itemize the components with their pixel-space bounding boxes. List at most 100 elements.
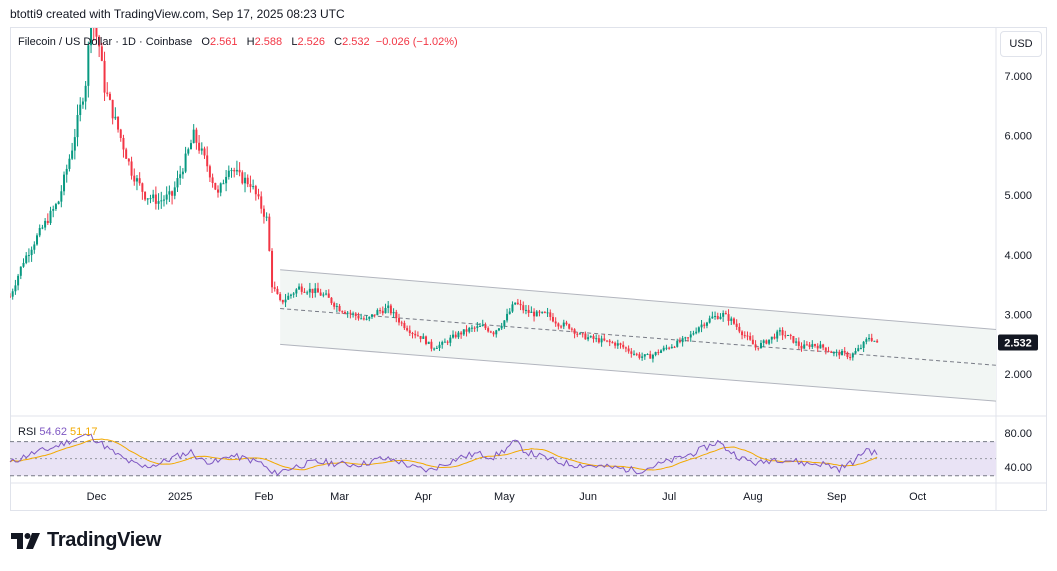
candle[interactable] [857, 344, 860, 352]
candle[interactable] [581, 332, 584, 338]
candle[interactable] [449, 334, 452, 347]
candle[interactable] [589, 335, 592, 339]
candle[interactable] [870, 333, 873, 343]
channel-upper-line[interactable] [280, 269, 997, 330]
candle[interactable] [592, 334, 595, 343]
candle[interactable] [352, 311, 355, 318]
candle[interactable] [227, 165, 230, 180]
candle[interactable] [751, 335, 754, 345]
rsi-ma-line[interactable] [9, 438, 878, 471]
candle[interactable] [71, 142, 74, 161]
candle[interactable] [460, 331, 463, 339]
candle[interactable] [338, 303, 341, 312]
candle[interactable] [578, 332, 581, 335]
candle[interactable] [162, 195, 165, 207]
candle[interactable] [157, 193, 160, 210]
candle[interactable] [595, 334, 598, 343]
candle[interactable] [365, 315, 368, 321]
candle[interactable] [541, 311, 544, 314]
candle[interactable] [60, 185, 63, 208]
candle[interactable] [692, 330, 695, 336]
candle[interactable] [252, 179, 255, 190]
candle[interactable] [349, 309, 352, 319]
candle[interactable] [335, 302, 338, 313]
candle[interactable] [838, 349, 841, 359]
candle[interactable] [714, 311, 717, 320]
candle[interactable] [362, 316, 365, 321]
candle[interactable] [622, 341, 625, 350]
candle[interactable] [397, 313, 400, 326]
candle[interactable] [95, 15, 98, 45]
candle[interactable] [93, 23, 95, 41]
candle[interactable] [560, 324, 563, 329]
candle[interactable] [538, 309, 541, 317]
candle[interactable] [403, 320, 406, 331]
candle[interactable] [784, 330, 787, 339]
candle[interactable] [133, 168, 136, 186]
candle[interactable] [522, 301, 525, 314]
candle[interactable] [738, 323, 741, 334]
candle[interactable] [827, 346, 830, 353]
candle[interactable] [808, 342, 811, 350]
candle[interactable] [500, 322, 503, 330]
candle[interactable] [222, 179, 225, 185]
candle[interactable] [327, 289, 330, 298]
candle[interactable] [287, 292, 290, 300]
candle[interactable] [206, 146, 209, 172]
candle[interactable] [678, 337, 681, 344]
candle[interactable] [271, 248, 274, 294]
candle[interactable] [606, 340, 609, 343]
candle[interactable] [781, 327, 784, 341]
candle[interactable] [138, 172, 141, 186]
candle[interactable] [41, 224, 44, 230]
candle[interactable] [759, 340, 762, 349]
candle[interactable] [406, 325, 409, 332]
candle[interactable] [122, 134, 125, 158]
candle[interactable] [141, 182, 144, 200]
candle[interactable] [668, 346, 671, 350]
candle[interactable] [11, 288, 14, 300]
candle[interactable] [414, 330, 417, 339]
candle[interactable] [144, 191, 147, 202]
candle[interactable] [730, 316, 733, 326]
candle[interactable] [422, 333, 425, 339]
candle[interactable] [400, 320, 403, 327]
candle[interactable] [732, 317, 735, 325]
candle[interactable] [865, 337, 868, 345]
candle[interactable] [719, 313, 722, 320]
candle[interactable] [36, 233, 39, 246]
candle[interactable] [146, 198, 149, 205]
candle[interactable] [665, 344, 668, 351]
candle[interactable] [479, 322, 482, 327]
candle[interactable] [114, 107, 117, 120]
candle[interactable] [87, 41, 90, 98]
candle[interactable] [743, 331, 746, 339]
candle[interactable] [824, 347, 827, 355]
candle[interactable] [343, 310, 346, 314]
candle[interactable] [233, 167, 236, 178]
candle[interactable] [38, 224, 41, 238]
candle[interactable] [376, 308, 379, 316]
candle[interactable] [773, 333, 776, 340]
candle[interactable] [108, 91, 111, 101]
candle[interactable] [633, 350, 636, 356]
candle[interactable] [265, 212, 268, 222]
candle[interactable] [68, 154, 71, 172]
candle[interactable] [465, 325, 468, 337]
candle[interactable] [514, 302, 517, 306]
candle[interactable] [433, 347, 436, 351]
candle[interactable] [303, 288, 306, 294]
candle[interactable] [76, 104, 79, 147]
candle[interactable] [741, 330, 744, 340]
candle[interactable] [208, 164, 211, 183]
candle[interactable] [357, 312, 360, 321]
candle[interactable] [735, 319, 738, 330]
candle[interactable] [830, 350, 833, 353]
candle[interactable] [430, 339, 433, 352]
candle[interactable] [46, 213, 49, 225]
candle[interactable] [811, 340, 814, 349]
candle[interactable] [306, 290, 309, 296]
candle[interactable] [506, 308, 509, 323]
candle[interactable] [52, 205, 55, 218]
candle[interactable] [181, 168, 184, 179]
